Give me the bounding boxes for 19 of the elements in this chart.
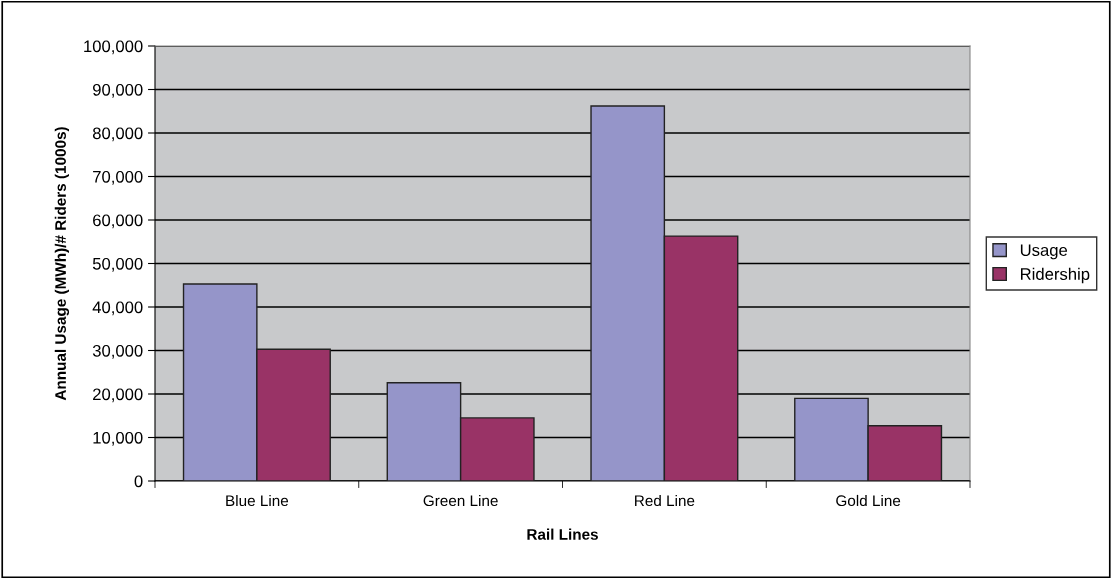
y-tick-label: 60,000 xyxy=(93,214,143,229)
y-tick-label: 70,000 xyxy=(93,170,143,185)
x-axis-title: Rail Lines xyxy=(527,528,598,540)
legend-label: Usage xyxy=(1020,244,1068,260)
x-tick-label: Blue Line xyxy=(226,494,289,507)
y-tick-label: 10,000 xyxy=(93,431,143,446)
y-tick-label: 80,000 xyxy=(92,127,143,142)
x-tick-label: Gold Line xyxy=(836,494,901,507)
y-tick-label: 50,000 xyxy=(92,257,143,272)
y-axis-title: Annual Usage (MWh)/# Riders (1000s) xyxy=(54,127,70,401)
y-tick-label: 40,000 xyxy=(92,301,143,316)
x-tick-label: Red Line xyxy=(635,494,695,507)
y-tick-label: 100,000 xyxy=(84,40,143,55)
y-tick-label: 20,000 xyxy=(93,388,143,403)
y-tick-label: 30,000 xyxy=(92,344,143,359)
y-tick-label: 90,000 xyxy=(93,83,143,98)
legend-label: Ridership xyxy=(1021,267,1090,284)
y-tick-label: 0 xyxy=(134,475,143,488)
x-tick-label: Green Line xyxy=(423,494,498,507)
